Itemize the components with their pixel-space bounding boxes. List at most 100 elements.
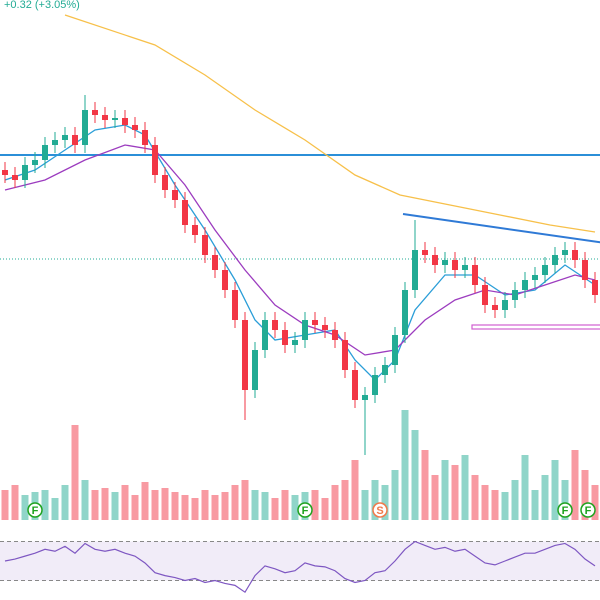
candle-body: [422, 250, 428, 255]
event-label: F: [302, 505, 309, 517]
support-zone: [471, 324, 600, 330]
candle-body: [402, 290, 408, 335]
volume-bar: [551, 460, 559, 520]
candle-body: [152, 145, 158, 175]
candle-body: [322, 325, 328, 330]
event-marker: F: [297, 502, 313, 518]
candle-body: [262, 320, 268, 350]
volume-bar: [101, 488, 109, 520]
volume-bar: [141, 482, 149, 520]
candle-body: [22, 165, 28, 180]
event-marker: S: [372, 502, 388, 518]
volume-bar: [351, 460, 359, 520]
volume-bar: [331, 485, 339, 520]
volume-bar: [431, 475, 439, 520]
volume-bar: [151, 490, 159, 520]
volume-bar: [591, 485, 599, 520]
volume-bar: [131, 495, 139, 520]
candle-body: [122, 118, 128, 125]
volume-bar: [581, 470, 589, 520]
volume-bar: [11, 485, 19, 520]
volume-bar: [21, 495, 29, 520]
volume-bar: [451, 465, 459, 520]
event-circle: [372, 502, 388, 518]
event-circle: [27, 502, 43, 518]
event-circle: [557, 502, 573, 518]
event-marker: F: [580, 502, 596, 518]
candle-body: [232, 290, 238, 320]
volume-bar: [541, 475, 549, 520]
rsi-band: [0, 541, 600, 581]
candle-body: [272, 320, 278, 330]
volume-bar: [481, 485, 489, 520]
candle-body: [162, 175, 168, 190]
candle-body: [12, 175, 18, 180]
volume-bar: [571, 450, 579, 520]
candle-body: [142, 130, 148, 145]
candle-body: [242, 320, 248, 390]
candle-body: [592, 280, 598, 295]
volume-bar: [401, 410, 409, 520]
volume-bar: [211, 495, 219, 520]
volume-bar: [561, 480, 569, 520]
volume-bar: [531, 490, 539, 520]
candle-body: [32, 160, 38, 165]
volume-bar: [91, 490, 99, 520]
candle-body: [532, 275, 538, 280]
volume-bar: [341, 480, 349, 520]
candle-body: [372, 375, 378, 395]
candle-body: [352, 370, 358, 400]
volume-bar: [421, 450, 429, 520]
candle-body: [292, 340, 298, 345]
candle-body: [202, 235, 208, 255]
volume-bar: [221, 492, 229, 520]
volume-bar: [181, 495, 189, 520]
price-change: +0.32 (+3.05%): [4, 0, 80, 11]
candle-body: [42, 145, 48, 160]
event-marker: F: [557, 502, 573, 518]
candle-body: [192, 225, 198, 235]
candle-body: [432, 255, 438, 265]
volume-bar: [491, 490, 499, 520]
volume-bar: [371, 480, 379, 520]
volume-bar: [471, 475, 479, 520]
candle-body: [552, 255, 558, 265]
moving-average: [4, 124, 596, 381]
volume-bar: [191, 498, 199, 520]
event-marker: F: [27, 502, 43, 518]
volume-bar: [241, 480, 249, 520]
candle-body: [382, 365, 388, 375]
volume-bar: [81, 480, 89, 520]
event-circle: [580, 502, 596, 518]
candle-body: [562, 250, 568, 255]
candle-body: [442, 260, 448, 265]
volume-bar: [161, 488, 169, 520]
candle-body: [312, 320, 318, 325]
candle-body: [362, 395, 368, 400]
volume-bar: [391, 470, 399, 520]
event-label: S: [376, 505, 383, 517]
volume-bar: [171, 492, 179, 520]
volume-bar: [51, 498, 59, 520]
candle-body: [212, 255, 218, 270]
candle-body: [172, 190, 178, 200]
event-label: F: [585, 505, 592, 517]
candle-body: [332, 330, 338, 340]
volume-bar: [321, 498, 329, 520]
volume-bar: [261, 492, 269, 520]
candle-body: [182, 200, 188, 225]
volume-bar: [231, 485, 239, 520]
candle-body: [62, 135, 68, 140]
trendline: [402, 213, 600, 244]
candle-body: [302, 320, 308, 340]
candle-body: [482, 285, 488, 305]
candle-body: [72, 135, 78, 145]
candle-body: [512, 290, 518, 300]
moving-average: [4, 144, 596, 356]
candle-body: [462, 265, 468, 270]
rsi-line: [4, 540, 596, 594]
candle-body: [2, 170, 8, 175]
volume-bar: [41, 490, 49, 520]
candle-body: [542, 265, 548, 275]
